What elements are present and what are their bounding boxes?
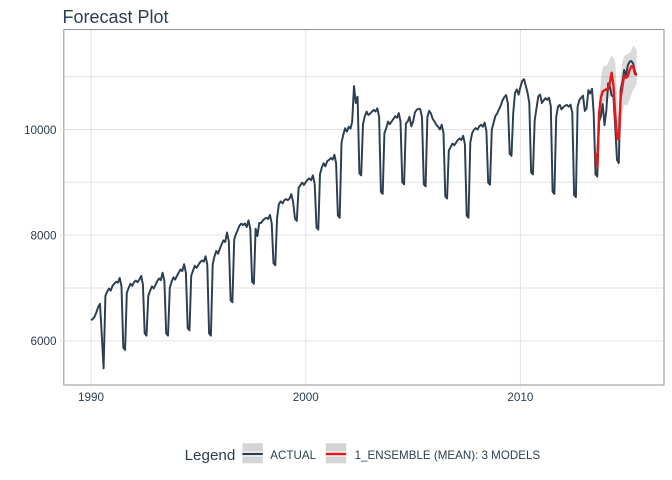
- svg-text:ACTUAL: ACTUAL: [270, 449, 316, 462]
- svg-text:1_ENSEMBLE (MEAN): 3 MODELS: 1_ENSEMBLE (MEAN): 3 MODELS: [355, 449, 541, 462]
- svg-text:2000: 2000: [293, 391, 320, 404]
- svg-text:Forecast Plot: Forecast Plot: [63, 7, 169, 27]
- svg-text:1990: 1990: [78, 391, 105, 404]
- svg-text:8000: 8000: [30, 229, 57, 242]
- svg-text:Legend: Legend: [185, 447, 236, 464]
- svg-text:6000: 6000: [30, 335, 57, 348]
- svg-text:2010: 2010: [507, 391, 534, 404]
- svg-text:10000: 10000: [24, 124, 57, 137]
